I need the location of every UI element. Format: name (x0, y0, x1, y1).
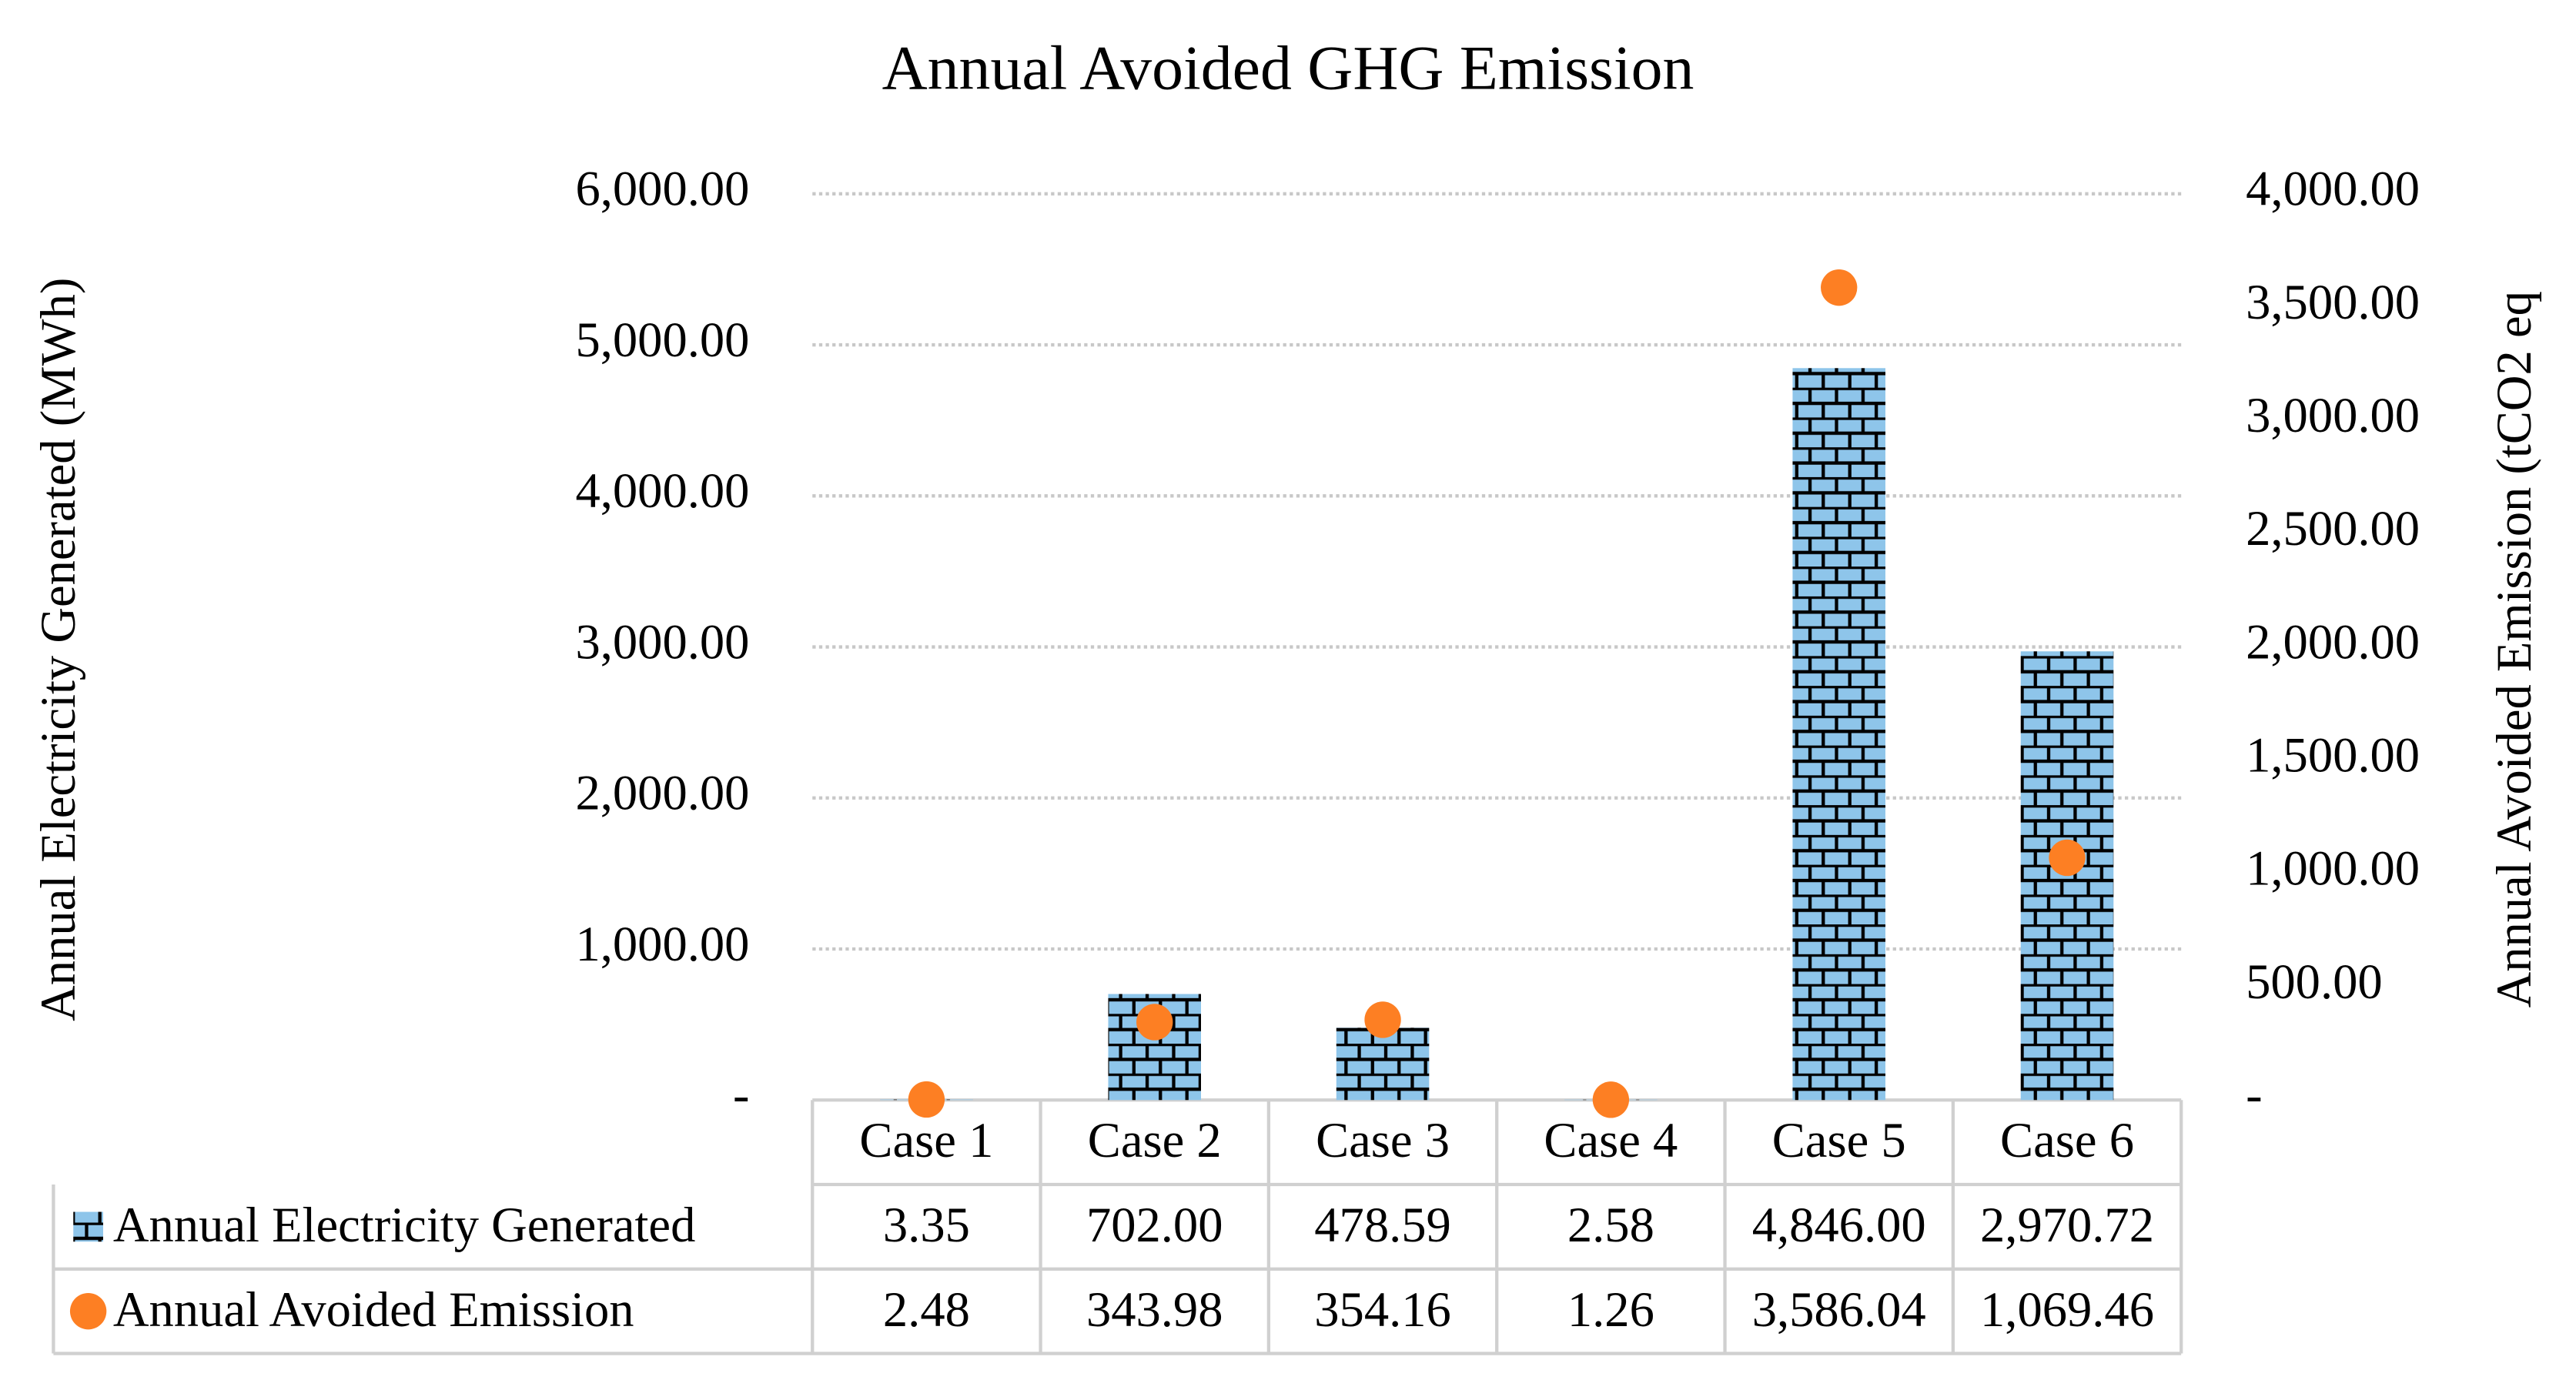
data-table-value: 354.16 (1314, 1281, 1451, 1337)
legend-label: Annual Avoided Emission (113, 1281, 634, 1337)
bar (1336, 1027, 1430, 1101)
x-tick-label: Case 6 (2000, 1112, 2134, 1168)
y2-tick-label: 1,500.00 (2246, 727, 2420, 783)
point (908, 1081, 945, 1118)
y2-tick-label: 4,000.00 (2246, 161, 2420, 216)
data-table-value: 702.00 (1086, 1197, 1223, 1252)
y-tick-label: 3,000.00 (575, 613, 749, 669)
point (1821, 269, 1858, 306)
y2-axis-label: Annual Avoided Emission (tCO2 eq (2486, 291, 2541, 1007)
y2-tick-label: 3,500.00 (2246, 274, 2420, 329)
data-table-value: 1.26 (1567, 1281, 1654, 1337)
data-table-value: 1,069.46 (1980, 1281, 2154, 1337)
y-tick-label: 4,000.00 (575, 463, 749, 518)
y2-tick-label: - (2246, 1067, 2262, 1122)
chart-title: Annual Avoided GHG Emission (882, 33, 1694, 103)
y-tick-label: 1,000.00 (575, 916, 749, 971)
x-tick-label: Case 1 (859, 1112, 993, 1168)
legend-key (69, 1292, 107, 1330)
x-tick-label: Case 2 (1088, 1112, 1222, 1168)
y-axis-label: Annual Electricity Generated (MWh) (30, 278, 85, 1021)
point (1136, 1004, 1173, 1041)
y2-tick-label: 2,000.00 (2246, 613, 2420, 669)
point (2049, 839, 2086, 877)
x-tick-label: Case 4 (1544, 1112, 1678, 1168)
x-tick-label: Case 3 (1316, 1112, 1450, 1168)
y-tick-label: 5,000.00 (575, 312, 749, 367)
data-table-value: 3.35 (883, 1197, 970, 1252)
data-table-value: 478.59 (1314, 1197, 1451, 1252)
data-table-value: 2.58 (1567, 1197, 1654, 1252)
data-table-value: 2,970.72 (1980, 1197, 2154, 1252)
y2-tick-label: 500.00 (2246, 954, 2383, 1009)
data-table-value: 2.48 (883, 1281, 970, 1337)
y2-tick-label: 1,000.00 (2246, 840, 2420, 896)
x-tick-label: Case 5 (1772, 1112, 1906, 1168)
data-table-value: 3,586.04 (1752, 1281, 1926, 1337)
point (1364, 1001, 1401, 1038)
point (1592, 1081, 1630, 1118)
y2-tick-label: 2,500.00 (2246, 500, 2420, 556)
y-tick-label: - (733, 1067, 750, 1122)
y-tick-label: 6,000.00 (575, 161, 749, 216)
legend-label: Annual Electricity Generated (113, 1197, 695, 1252)
y2-tick-label: 3,000.00 (2246, 387, 2420, 443)
data-table-value: 343.98 (1086, 1281, 1223, 1337)
bar (1792, 368, 1885, 1101)
data-table-value: 4,846.00 (1752, 1197, 1926, 1252)
y-tick-label: 2,000.00 (575, 765, 749, 820)
legend-key (73, 1211, 103, 1242)
